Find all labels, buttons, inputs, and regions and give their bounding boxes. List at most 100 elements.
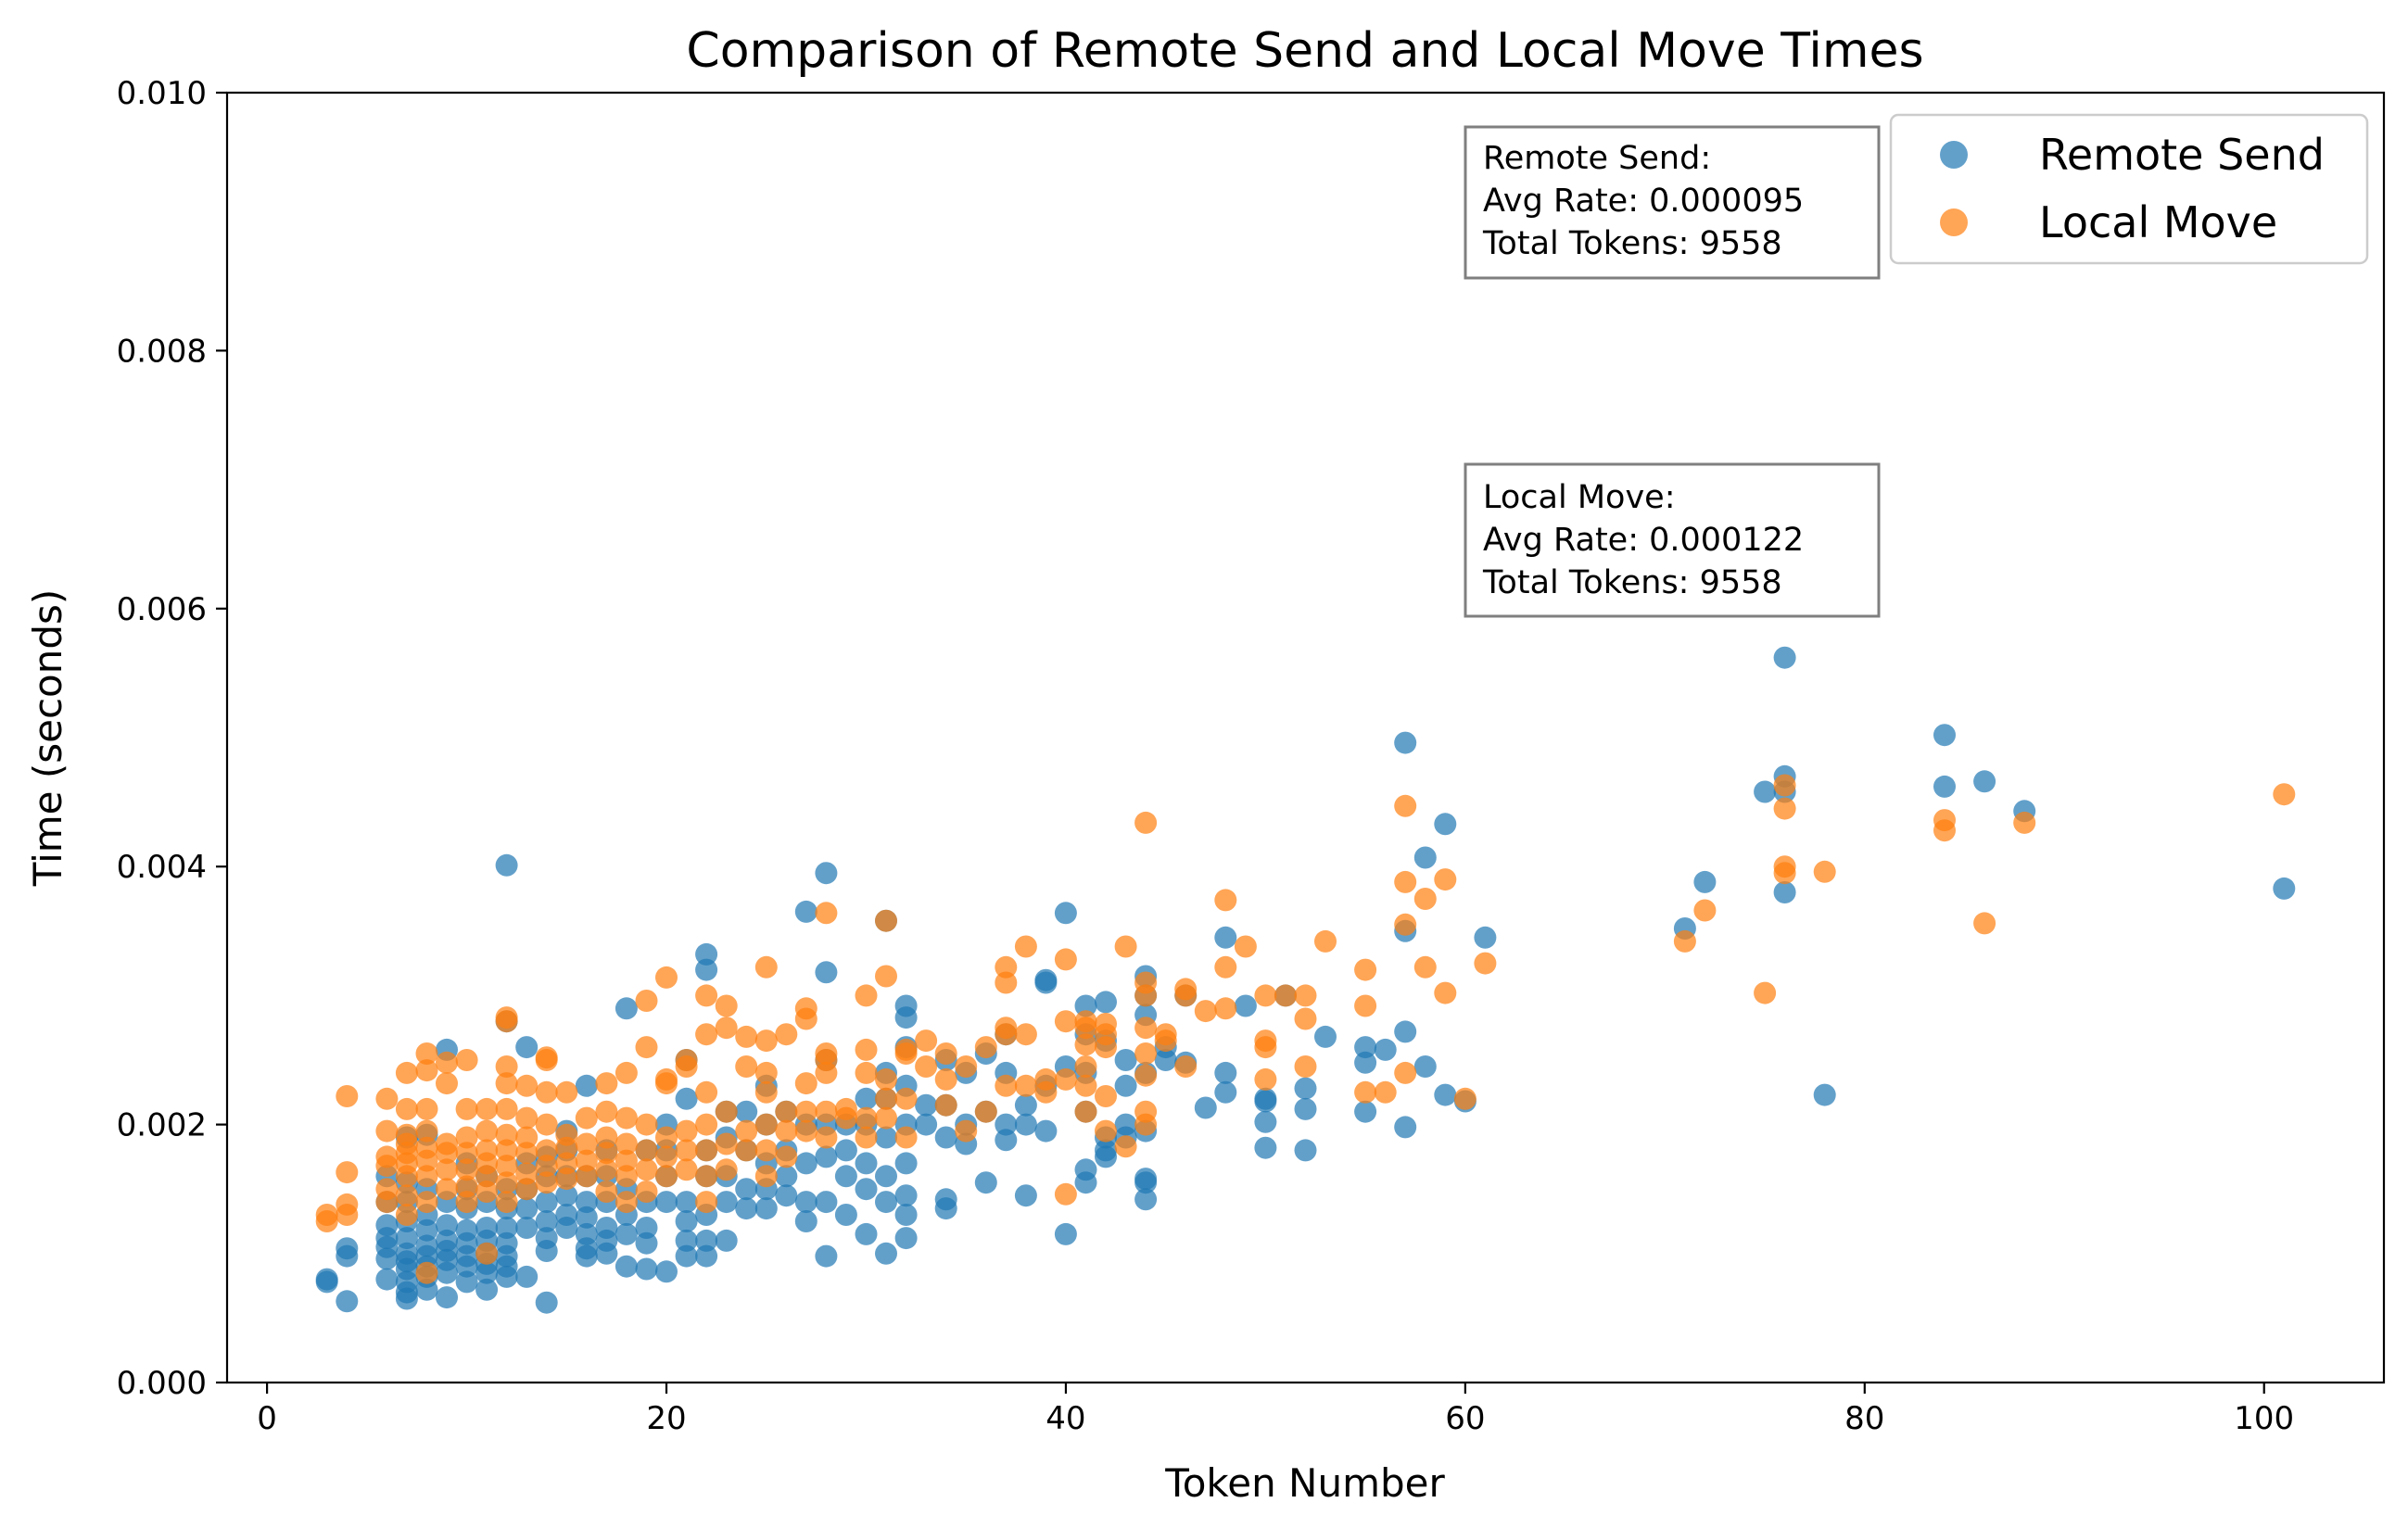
data-point: [375, 1145, 399, 1168]
data-point: [715, 1158, 738, 1181]
data-point: [315, 1204, 338, 1226]
data-point: [695, 1244, 718, 1268]
data-point: [515, 1106, 539, 1130]
data-point: [815, 1244, 838, 1268]
points-layer: [315, 646, 2296, 1314]
data-point: [1174, 1055, 1198, 1078]
data-point: [1074, 1010, 1097, 1033]
data-point: [695, 1229, 718, 1252]
data-point: [1254, 1029, 1277, 1053]
data-point: [655, 1145, 678, 1168]
legend: Remote Send Local Move: [1889, 113, 2369, 265]
data-point: [455, 1158, 478, 1181]
data-point: [495, 1217, 518, 1239]
data-point: [535, 1227, 558, 1250]
data-point: [794, 1072, 817, 1095]
data-point: [1813, 860, 1836, 883]
data-point: [715, 994, 738, 1017]
data-point: [475, 1097, 499, 1120]
data-point: [995, 955, 1018, 979]
data-point: [395, 1204, 418, 1226]
data-point: [415, 1059, 438, 1082]
data-point: [1054, 1182, 1077, 1206]
legend-marker-local-move: [1940, 208, 1968, 236]
data-point: [455, 1097, 478, 1120]
data-point: [695, 1113, 718, 1136]
data-point: [615, 1165, 638, 1188]
data-point: [815, 1042, 838, 1065]
data-point: [1413, 888, 1437, 910]
data-point: [735, 1139, 758, 1162]
data-point: [834, 1139, 857, 1162]
data-point: [515, 1162, 539, 1185]
data-point: [675, 1191, 698, 1214]
data-point: [1294, 984, 1317, 1007]
data-point: [1294, 1097, 1317, 1120]
data-point: [1294, 1139, 1317, 1162]
data-point: [615, 997, 638, 1020]
data-point: [1693, 870, 1717, 893]
data-point: [595, 1126, 618, 1149]
data-point: [1214, 926, 1237, 949]
data-point: [1394, 913, 1417, 936]
data-point: [775, 1184, 798, 1207]
data-point: [1114, 1074, 1137, 1097]
data-point: [655, 1165, 678, 1188]
data-point: [495, 1231, 518, 1255]
data-point: [675, 1049, 698, 1071]
data-point: [515, 1036, 539, 1059]
data-point: [635, 990, 658, 1012]
data-point: [1074, 1158, 1097, 1181]
data-point: [894, 1184, 918, 1207]
data-point: [495, 1123, 518, 1146]
data-point: [515, 1126, 539, 1149]
data-point: [436, 1132, 458, 1155]
data-point: [475, 1119, 499, 1143]
data-point: [495, 853, 518, 877]
data-point: [635, 1158, 658, 1181]
data-point: [875, 1242, 897, 1265]
data-point: [635, 1217, 658, 1239]
data-point: [1394, 1020, 1417, 1043]
data-point: [675, 1139, 698, 1162]
annotation-line: Local Move:: [1483, 479, 1676, 516]
data-point: [1154, 1023, 1177, 1046]
data-point: [815, 862, 838, 885]
data-point: [1394, 1061, 1417, 1084]
data-point: [475, 1278, 499, 1301]
data-point: [695, 1165, 718, 1188]
data-point: [535, 1291, 558, 1314]
data-point: [735, 1197, 758, 1220]
data-point: [1054, 902, 1077, 925]
data-point: [1074, 994, 1097, 1017]
data-point: [495, 1139, 518, 1162]
data-point: [395, 1061, 418, 1084]
data-point: [815, 902, 838, 925]
data-point: [934, 1126, 957, 1149]
data-point: [1114, 1049, 1137, 1071]
x-tick-label: 80: [1844, 1400, 1884, 1437]
legend-label-local-move: Local Move: [2039, 197, 2277, 247]
data-point: [395, 1123, 418, 1146]
annotation-line: Avg Rate: 0.000122: [1483, 522, 1804, 559]
data-point: [695, 1191, 718, 1214]
data-point: [415, 1261, 438, 1284]
data-point: [675, 1119, 698, 1143]
data-point: [894, 1204, 918, 1226]
data-point: [535, 1210, 558, 1232]
data-point: [1034, 968, 1058, 991]
data-point: [1754, 981, 1777, 1004]
data-point: [695, 984, 718, 1007]
data-point: [655, 1126, 678, 1149]
data-point: [1434, 813, 1457, 836]
data-point: [1014, 1184, 1037, 1207]
data-point: [735, 1100, 758, 1123]
data-point: [436, 1178, 458, 1201]
data-point: [995, 1017, 1018, 1040]
data-point: [794, 1119, 817, 1143]
data-point: [875, 965, 897, 988]
data-point: [1214, 955, 1237, 979]
data-point: [436, 1072, 458, 1095]
y-tick-label: 0.004: [117, 849, 207, 886]
data-point: [1134, 1100, 1158, 1123]
